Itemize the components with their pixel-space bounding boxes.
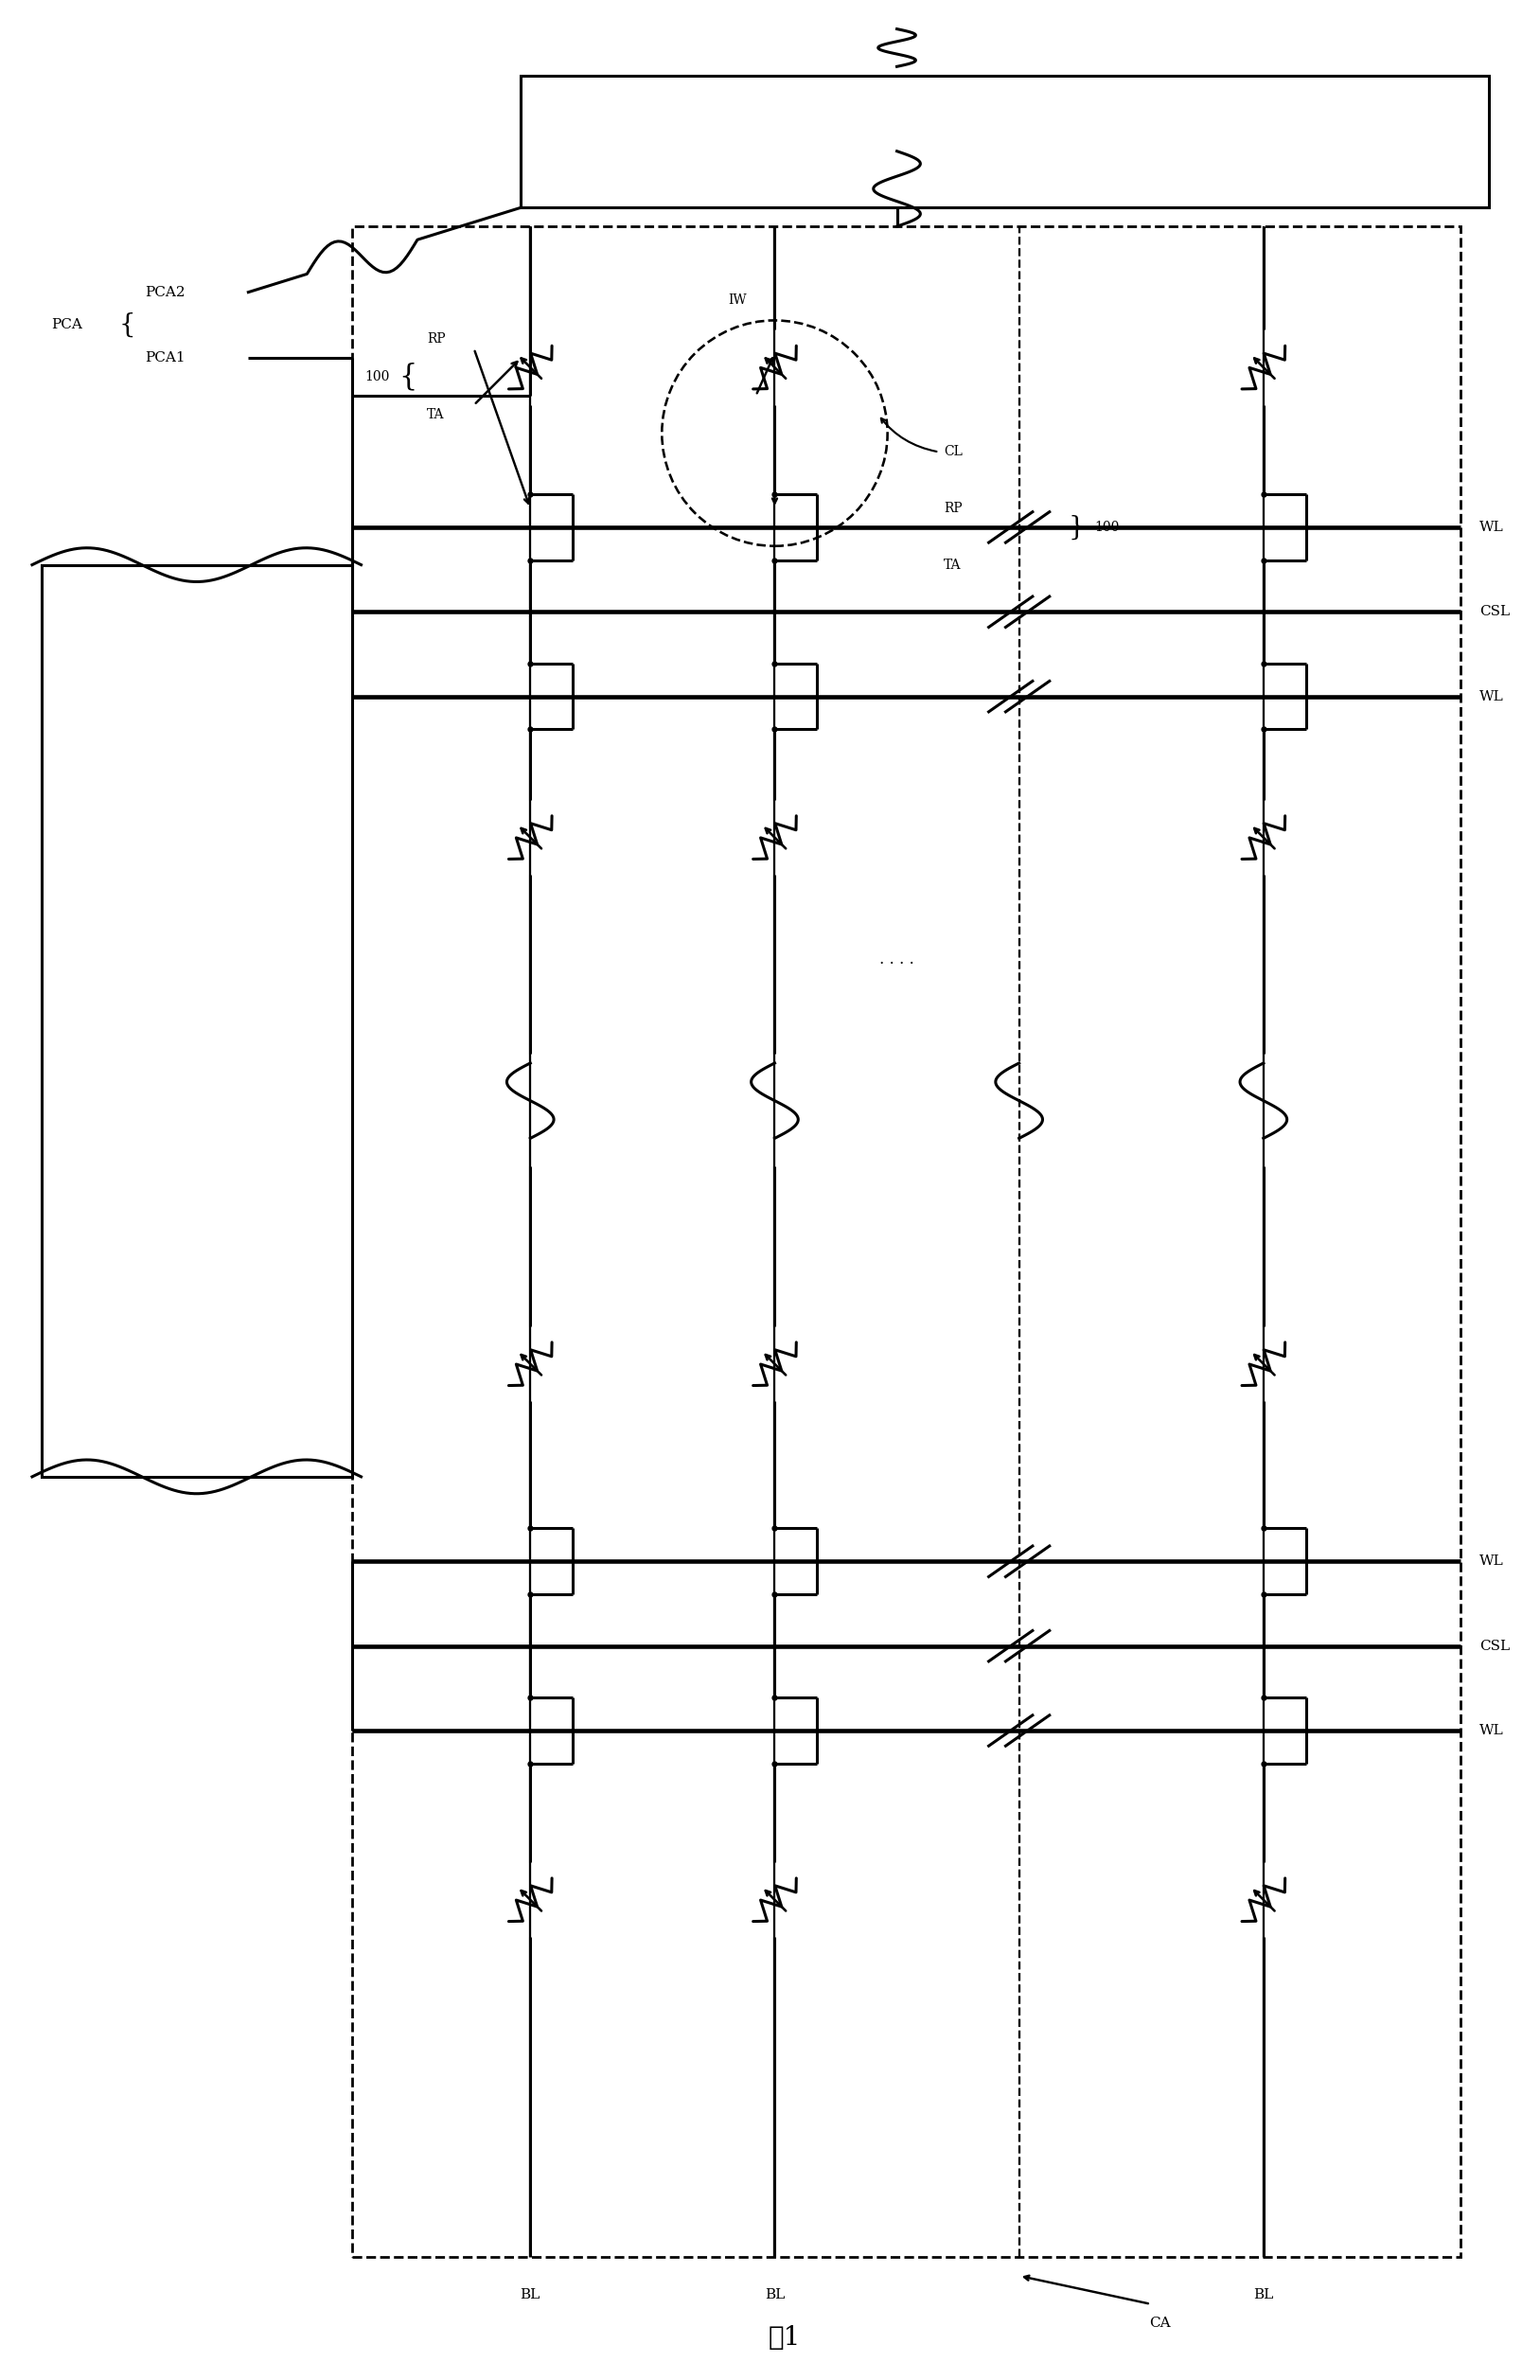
Bar [42,564,351,1476]
Text: ·: · [773,973,776,983]
Text: }: } [1069,514,1084,540]
Text: TA: TA [944,559,961,571]
Text: {: { [119,312,136,338]
Text: TA: TA [427,407,445,421]
Text: PCA1: PCA1 [145,352,185,364]
Text: ·: · [1261,973,1266,983]
Text: WL: WL [1480,690,1505,702]
Text: ·: · [1261,1031,1266,1040]
Text: ·: · [528,1031,531,1040]
Text: CA: CA [1149,2316,1170,2330]
Text: BL: BL [765,2287,785,2301]
Text: WL: WL [1480,521,1505,533]
Text: CSL: CSL [1480,1640,1511,1652]
Text: ·: · [773,1031,776,1040]
Text: RP: RP [427,333,445,345]
Text: PCA2: PCA2 [145,286,185,300]
Text: 100: 100 [1095,521,1120,533]
Text: WL: WL [1480,1723,1505,1737]
Text: PCA: PCA [51,319,82,331]
Text: BL: BL [521,2287,541,2301]
Text: RP: RP [944,502,962,514]
Text: IW: IW [728,293,747,307]
Text: ·: · [528,973,531,983]
Text: {: { [399,362,417,390]
Text: CSL: CSL [1480,605,1511,619]
Text: 100: 100 [365,371,390,383]
Text: CL: CL [944,445,962,459]
Text: 图1: 图1 [768,2325,801,2351]
Text: BL: BL [1254,2287,1274,2301]
Text: . . . .: . . . . [879,952,915,969]
Bar [521,76,1489,207]
Text: WL: WL [1480,1554,1505,1568]
